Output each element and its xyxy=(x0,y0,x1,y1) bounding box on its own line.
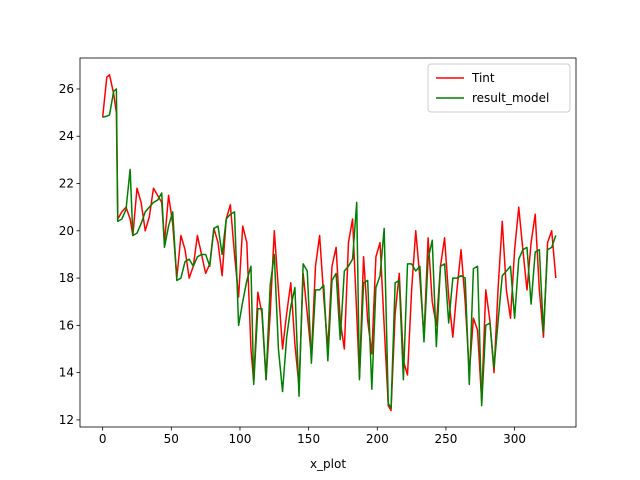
x-tick-label: 300 xyxy=(503,432,526,446)
y-tick-label: 16 xyxy=(59,318,74,332)
x-tick-label: 50 xyxy=(164,432,179,446)
legend-label: result_model xyxy=(472,91,549,105)
plot-area: 0 50 100 150 200 250 300 12 14 16 18 20 22 24 26 Tint re… xyxy=(59,57,577,446)
legend-box xyxy=(427,63,571,113)
axes-frame xyxy=(79,57,577,428)
x-tick-label: 150 xyxy=(297,432,320,446)
x-tick-label: 250 xyxy=(435,432,458,446)
y-tick-label: 22 xyxy=(59,177,74,191)
y-tick-label: 14 xyxy=(59,366,74,380)
x-axis-label: x_plot xyxy=(310,457,346,471)
y-tick-label: 24 xyxy=(59,129,74,143)
x-tick-label: 100 xyxy=(229,432,252,446)
y-tick-label: 20 xyxy=(59,224,74,238)
series-line xyxy=(102,88,557,409)
y-tick-label: 26 xyxy=(59,82,74,96)
y-tick-label: 18 xyxy=(59,271,74,285)
x-tick-label: 0 xyxy=(99,432,107,446)
x-tick-label: 200 xyxy=(366,432,389,446)
legend-label: Tint xyxy=(471,71,495,85)
y-tick-label: 12 xyxy=(59,413,74,427)
